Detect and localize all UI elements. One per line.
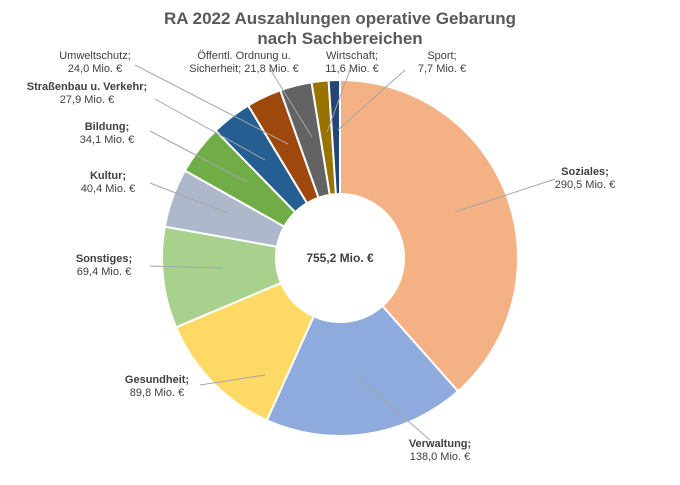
- data-label: Straßenbau u. Verkehr; 27,9 Mio. €: [27, 81, 147, 106]
- leader-line: [154, 98, 266, 161]
- data-label: Umweltschutz; 24,0 Mio. €: [59, 50, 131, 75]
- data-label-name: Bildung;: [85, 121, 130, 133]
- leader-line: [354, 374, 431, 441]
- data-label: Sonstiges; 69,4 Mio. €: [76, 253, 132, 278]
- chart-subtitle: nach Sachbereichen: [257, 29, 422, 48]
- data-label-value: 138,0 Mio. €: [410, 451, 471, 463]
- data-label-value: 89,8 Mio. €: [130, 387, 184, 399]
- data-label: Verwaltung; 138,0 Mio. €: [409, 438, 471, 463]
- data-label-value: 27,9 Mio. €: [60, 94, 114, 106]
- data-label: Wirtschaft; 11,6 Mio. €: [325, 50, 379, 75]
- leader-line: [199, 374, 266, 386]
- leader-line: [337, 69, 406, 131]
- leader-line: [149, 182, 229, 214]
- data-label: Kultur; 40,4 Mio. €: [81, 170, 135, 195]
- data-label: Soziales; 290,5 Mio. €: [555, 166, 616, 191]
- leader-line: [134, 64, 289, 145]
- data-label-value: Sicherheit; 21,8 Mio. €: [189, 63, 298, 75]
- data-label-value: 290,5 Mio. €: [555, 179, 616, 191]
- leader-line: [149, 265, 223, 269]
- chart-title: RA 2022 Auszahlungen operative Gebarung: [164, 9, 516, 28]
- leader-line: [269, 68, 313, 138]
- data-label-name: Sonstiges;: [76, 253, 132, 265]
- slice-sport: [327, 78, 341, 196]
- data-label-name: Kultur;: [90, 170, 126, 182]
- data-label: Bildung; 34,1 Mio. €: [80, 121, 134, 146]
- data-label-name: Sport;: [427, 50, 456, 62]
- slice-verwaltung: [265, 304, 460, 437]
- data-label-value: 11,6 Mio. €: [325, 63, 379, 75]
- slices-group: [161, 78, 519, 437]
- data-label-value: 7,7 Mio. €: [418, 63, 466, 75]
- data-label-name: Wirtschaft;: [326, 50, 378, 62]
- leader-line: [149, 130, 248, 183]
- labels-group: Soziales; 290,5 Mio. € Verwaltung; 138,0 Mi…: [27, 50, 615, 463]
- slice-soziales: [339, 78, 519, 393]
- data-label: Sport; 7,7 Mio. €: [418, 50, 466, 75]
- data-label-value: 34,1 Mio. €: [80, 134, 134, 146]
- leader-line: [326, 69, 351, 133]
- center-total-label: 755,2 Mio. €: [306, 251, 374, 265]
- data-label-name: Umweltschutz;: [59, 50, 131, 62]
- data-label-name: Gesundheit;: [125, 374, 189, 386]
- leader-lines-group: [134, 64, 556, 441]
- data-label-name: Öffentl. Ordnung u.: [197, 50, 290, 62]
- data-label-value: 69,4 Mio. €: [77, 266, 131, 278]
- data-label: Gesundheit; 89,8 Mio. €: [125, 374, 189, 399]
- data-label-value: 40,4 Mio. €: [81, 183, 135, 195]
- data-label: Öffentl. Ordnung u. Sicherheit; 21,8 Mio.…: [189, 50, 298, 75]
- leader-line: [454, 178, 556, 213]
- data-label-name: Soziales;: [561, 166, 609, 178]
- data-label-name: Verwaltung;: [409, 438, 471, 450]
- data-label-value: 24,0 Mio. €: [68, 63, 122, 75]
- data-label-name: Straßenbau u. Verkehr;: [27, 81, 147, 93]
